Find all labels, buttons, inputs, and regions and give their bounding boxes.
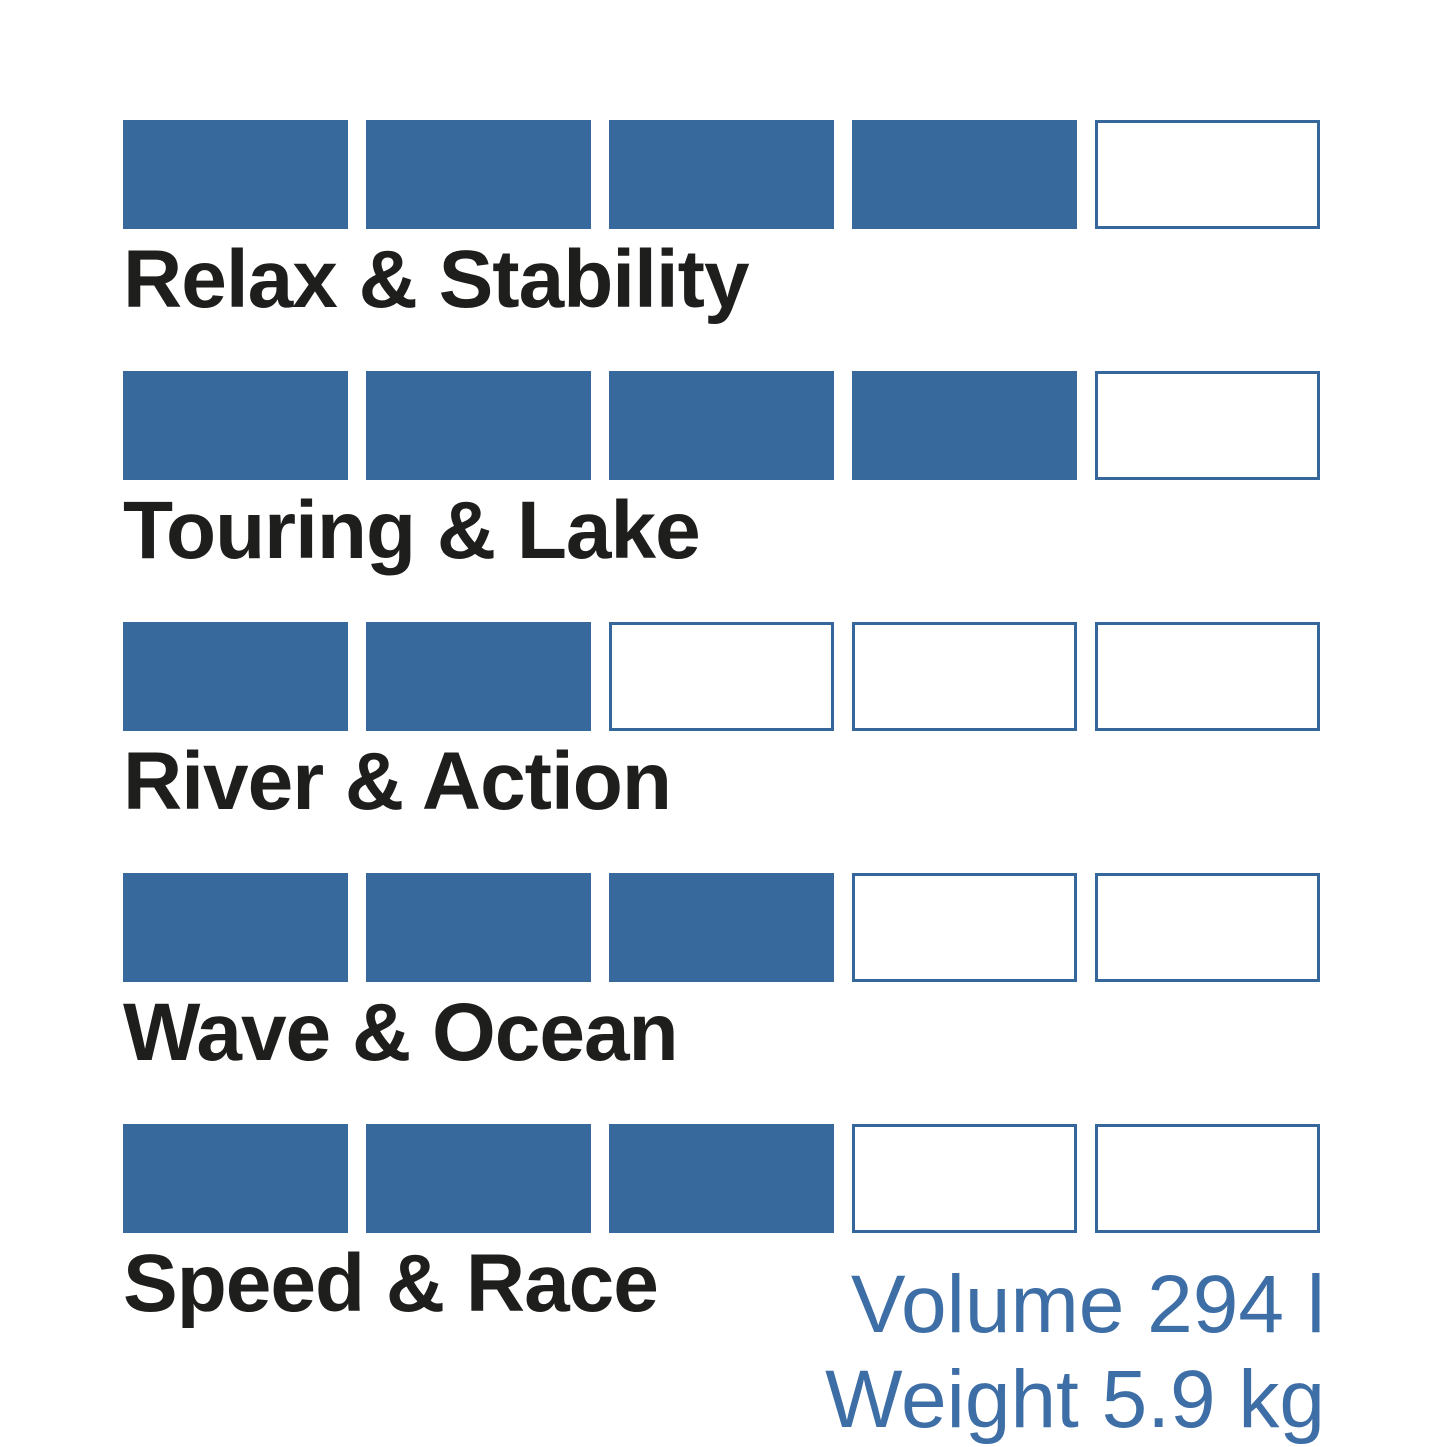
rating-box-empty xyxy=(1095,1124,1320,1233)
rating-boxes xyxy=(123,120,1323,229)
rating-box-filled xyxy=(609,120,834,229)
rating-label: River & Action xyxy=(123,736,672,827)
rating-boxes xyxy=(123,622,1323,731)
rating-box-filled xyxy=(852,120,1077,229)
rating-row: Relax & Stability xyxy=(123,120,1323,321)
rating-box-filled xyxy=(366,873,591,982)
rating-box-filled xyxy=(609,371,834,480)
rating-row: River & Action xyxy=(123,622,1323,823)
rating-box-filled xyxy=(366,120,591,229)
rating-box-filled xyxy=(366,1124,591,1233)
rating-label: Speed & Race xyxy=(123,1238,659,1329)
rating-boxes xyxy=(123,371,1323,480)
rating-box-filled xyxy=(123,371,348,480)
rating-chart: Relax & Stability Touring & Lake River &… xyxy=(123,120,1323,1375)
rating-box-filled xyxy=(123,1124,348,1233)
weight-text: Weight 5.9 kg xyxy=(825,1354,1325,1446)
rating-box-filled xyxy=(123,120,348,229)
rating-row: Speed & Race xyxy=(123,1124,1323,1325)
rating-row: Wave & Ocean xyxy=(123,873,1323,1074)
rating-box-filled xyxy=(852,371,1077,480)
rating-box-empty xyxy=(852,1124,1077,1233)
rating-box-filled xyxy=(609,1124,834,1233)
rating-box-filled xyxy=(609,873,834,982)
rating-boxes xyxy=(123,1124,1323,1233)
rating-box-empty xyxy=(1095,622,1320,731)
rating-box-empty xyxy=(609,622,834,731)
rating-box-empty xyxy=(852,622,1077,731)
volume-text: Volume 294 l xyxy=(850,1259,1325,1350)
rating-label: Touring & Lake xyxy=(123,485,701,576)
rating-boxes xyxy=(123,873,1323,982)
rating-box-filled xyxy=(366,371,591,480)
rating-box-filled xyxy=(366,622,591,731)
rating-box-empty xyxy=(1095,371,1320,480)
rating-box-empty xyxy=(852,873,1077,982)
rating-label: Relax & Stability xyxy=(123,234,750,325)
spec-block: Volume 294 l Weight 5.9 kg xyxy=(825,1257,1325,1447)
rating-box-filled xyxy=(123,873,348,982)
rating-label: Wave & Ocean xyxy=(123,987,679,1078)
rating-box-filled xyxy=(123,622,348,731)
rating-box-empty xyxy=(1095,120,1320,229)
rating-row: Touring & Lake xyxy=(123,371,1323,572)
rating-box-empty xyxy=(1095,873,1320,982)
